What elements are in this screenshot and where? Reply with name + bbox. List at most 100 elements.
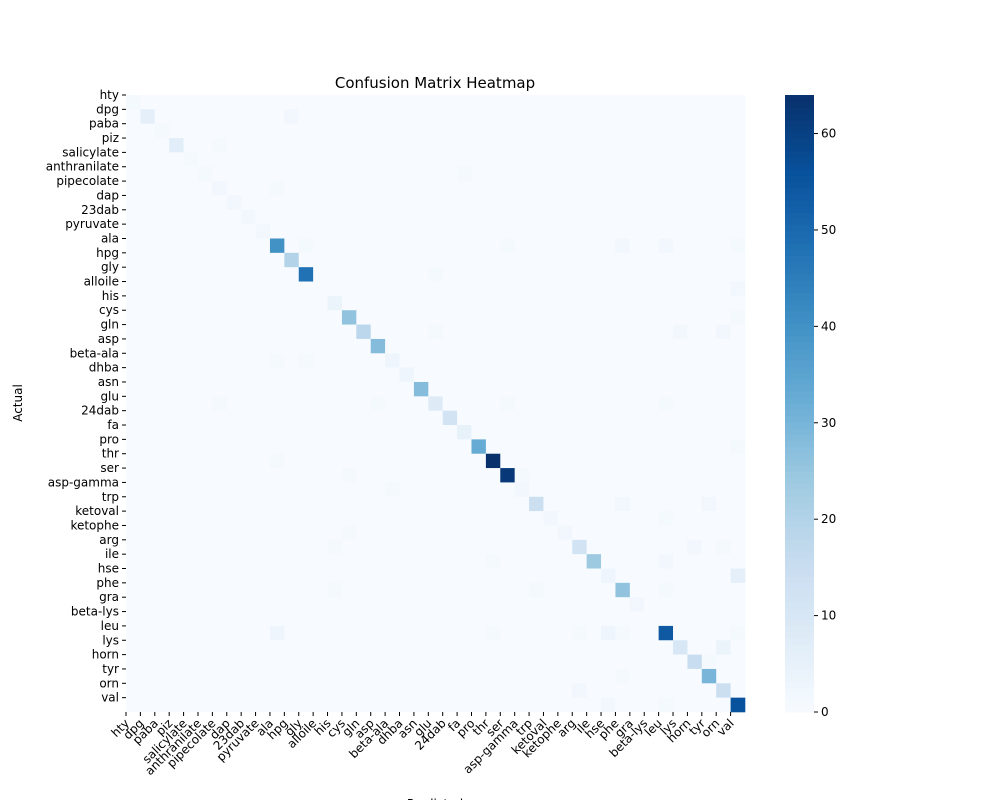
- cell: [197, 582, 213, 598]
- cell: [586, 568, 602, 584]
- cell: [716, 123, 731, 139]
- cell: [658, 166, 674, 182]
- cell: [241, 267, 256, 282]
- cell: [586, 166, 602, 182]
- cell: [687, 468, 703, 483]
- cell: [529, 439, 544, 455]
- cell: [644, 568, 659, 584]
- cell: [557, 209, 573, 225]
- cell: [557, 568, 573, 584]
- cell: [255, 697, 271, 713]
- cell: [298, 539, 314, 555]
- cell: [658, 539, 674, 555]
- cell: [140, 109, 156, 124]
- cell: [241, 582, 256, 598]
- cell: [255, 95, 271, 110]
- cell: [140, 539, 156, 555]
- cell: [255, 668, 271, 684]
- cell: [399, 511, 415, 526]
- cell: [514, 95, 530, 110]
- cell: [615, 224, 631, 239]
- cell: [557, 396, 573, 411]
- cell: [169, 453, 184, 469]
- cell: [385, 324, 400, 340]
- cell: [298, 252, 314, 268]
- cell: [572, 582, 587, 598]
- cell: [687, 324, 703, 340]
- cell: [500, 209, 515, 225]
- cell: [140, 582, 156, 598]
- cell: [557, 338, 573, 354]
- cell: [341, 209, 357, 225]
- cell: [413, 95, 429, 110]
- cell: [197, 425, 213, 440]
- colorbar-segment: [785, 101, 814, 108]
- cell: [730, 166, 746, 182]
- cell: [629, 123, 645, 139]
- cell: [370, 95, 386, 110]
- cell: [529, 468, 544, 483]
- cell: [529, 381, 544, 397]
- cell: [658, 554, 674, 569]
- cell: [356, 224, 372, 239]
- cell: [457, 367, 472, 383]
- cell: [370, 252, 386, 268]
- y-tick-label: asn: [98, 375, 119, 389]
- cell: [471, 525, 487, 541]
- cell: [169, 109, 184, 124]
- cell: [529, 338, 544, 354]
- colorbar-segment: [785, 199, 814, 207]
- cell: [629, 252, 645, 268]
- cell: [485, 410, 501, 426]
- cell: [356, 410, 372, 426]
- cell: [730, 582, 746, 598]
- cell: [226, 683, 242, 698]
- cell: [341, 109, 357, 124]
- cell: [284, 410, 300, 426]
- cell: [673, 295, 688, 311]
- cell: [370, 439, 386, 455]
- cell: [385, 209, 400, 225]
- cell: [687, 453, 703, 469]
- cell: [428, 324, 443, 340]
- cell: [341, 425, 357, 440]
- x-axis-label: Predicted: [407, 797, 463, 800]
- cell: [140, 123, 156, 139]
- cell: [442, 683, 458, 698]
- cell: [341, 267, 357, 282]
- cell: [687, 625, 703, 641]
- colorbar-segment: [785, 193, 814, 201]
- cell: [226, 554, 242, 569]
- cell: [356, 324, 372, 340]
- cell: [716, 367, 731, 383]
- y-tick-label: ala: [101, 231, 119, 245]
- cell: [212, 582, 228, 598]
- y-tick-label: piz: [102, 131, 119, 145]
- cell: [313, 295, 328, 311]
- cell: [385, 224, 400, 239]
- cell: [529, 410, 544, 426]
- cell: [716, 324, 731, 340]
- cell: [687, 281, 703, 297]
- cell: [471, 597, 487, 612]
- cell: [370, 525, 386, 541]
- cell: [442, 367, 458, 383]
- colorbar-segment: [785, 310, 814, 318]
- cell: [471, 295, 487, 311]
- colorbar-segment: [785, 539, 814, 546]
- cell: [601, 468, 616, 483]
- cell: [313, 367, 328, 383]
- cell: [327, 324, 343, 340]
- cell: [457, 224, 472, 239]
- cell: [154, 95, 170, 110]
- cell: [385, 138, 400, 153]
- cell: [226, 597, 242, 612]
- cell: [586, 683, 602, 698]
- cell: [644, 109, 659, 124]
- cell: [500, 597, 515, 612]
- cell: [543, 310, 559, 325]
- cell: [457, 554, 472, 569]
- cell: [514, 367, 530, 383]
- cell: [298, 554, 314, 569]
- cell: [442, 625, 458, 641]
